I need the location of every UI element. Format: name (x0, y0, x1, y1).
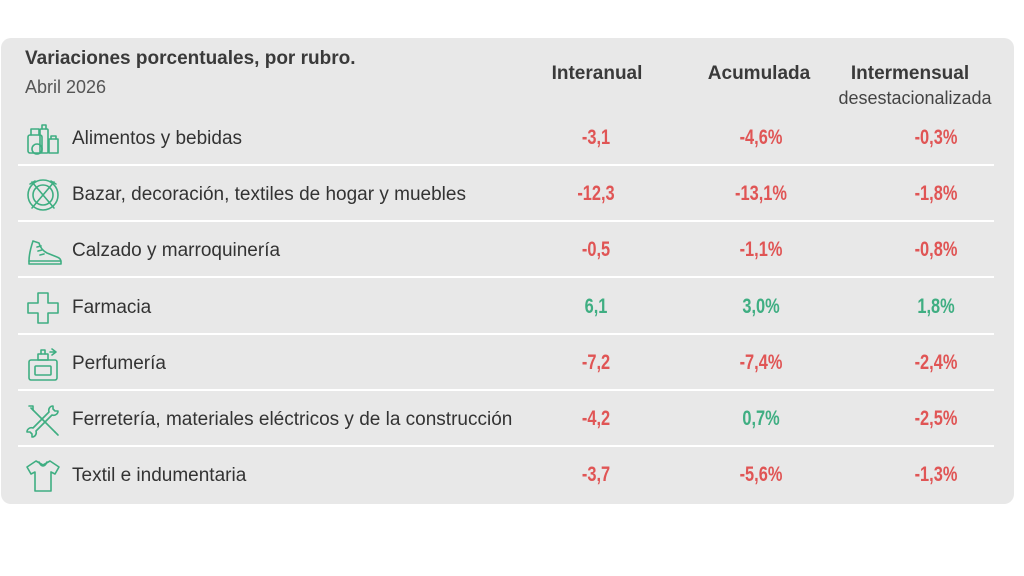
col-header-intermensual: Intermensual (850, 63, 970, 84)
value-cell: 3,0% (742, 294, 780, 318)
col-header-acumulada: Acumulada (707, 63, 811, 84)
table-subtitle: Abril 2026 (25, 77, 107, 97)
value-cell: -1,1% (739, 238, 783, 262)
value-cell: -2,4% (914, 350, 958, 374)
row-label: Textil e indumentaria (72, 465, 247, 487)
col-header-interanual: Interanual (551, 63, 643, 84)
value-cell: 6,1 (584, 294, 608, 318)
sneaker-icon (23, 231, 63, 271)
row-label: Alimentos y bebidas (72, 128, 243, 149)
row-divider (18, 276, 994, 279)
value-cell: 0,7% (742, 407, 780, 430)
table-card (1, 38, 1014, 504)
value-cell: -3,1 (581, 126, 611, 149)
value-cell: -1,3% (914, 463, 958, 487)
value-cell: -1,8% (914, 182, 958, 206)
value-cell: -0,3% (914, 126, 958, 149)
col-subheader-desestacionalizada: desestacionalizada (838, 88, 992, 108)
perfume-bottle-icon (23, 344, 63, 384)
row-divider (18, 332, 994, 335)
value-cell: -2,5% (914, 407, 958, 430)
row-divider (18, 164, 994, 166)
row-divider (18, 388, 994, 391)
plate-cutlery-icon (23, 175, 63, 215)
row-label: Bazar, decoración, textiles de hogar y m… (72, 184, 466, 206)
shirt-icon (23, 456, 63, 496)
row-divider (18, 220, 994, 223)
food-basket-icon (23, 119, 63, 159)
row-label: Farmacia (72, 296, 152, 318)
row-label: Ferretería, materiales eléctricos y de l… (72, 409, 513, 430)
value-cell: -0,5 (581, 238, 611, 262)
pharmacy-cross-icon (23, 288, 63, 328)
value-cell: -5,6% (739, 463, 783, 487)
row-divider (18, 445, 994, 447)
value-cell: -7,4% (739, 350, 783, 374)
row-label: Calzado y marroquinería (72, 240, 281, 262)
value-cell: -7,2 (581, 350, 611, 374)
table-title: Variaciones porcentuales, por rubro. (25, 48, 356, 69)
value-cell: -4,6% (739, 126, 783, 149)
row-label: Perfumería (72, 352, 166, 374)
value-cell: -3,7 (581, 463, 611, 487)
value-cell: -0,8% (914, 238, 958, 262)
value-cell: -4,2 (581, 407, 611, 430)
value-cell: -12,3 (577, 182, 615, 206)
value-cell: 1,8% (917, 294, 955, 318)
wrench-screwdriver-icon (23, 400, 63, 440)
value-cell: -13,1% (735, 182, 787, 206)
